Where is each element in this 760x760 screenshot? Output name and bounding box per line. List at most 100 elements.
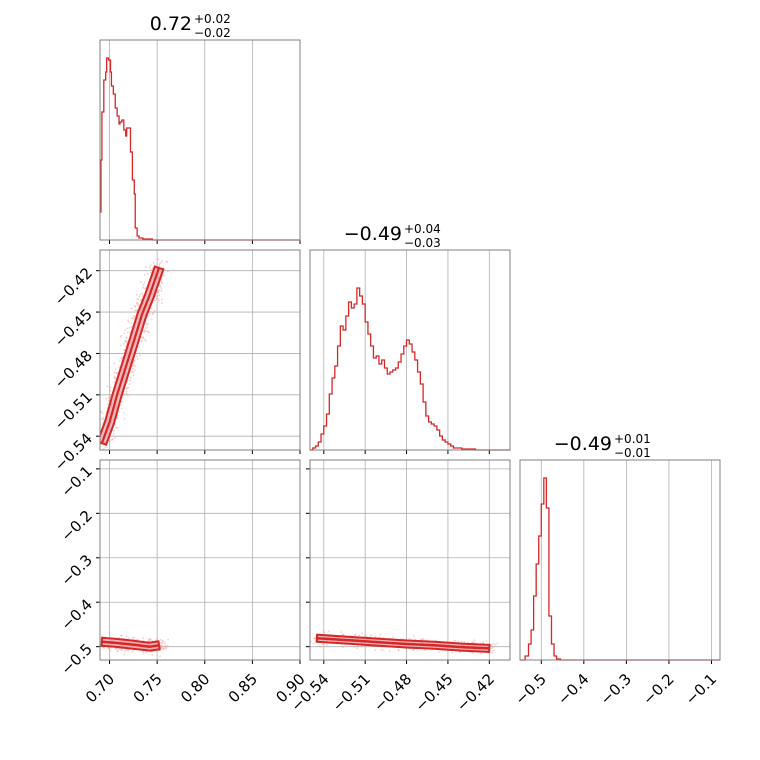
histogram-step-line (520, 477, 720, 661)
scatter-point (353, 646, 355, 648)
scatter-point (150, 307, 153, 310)
scatter-point (356, 647, 358, 650)
scatter-point (123, 348, 126, 351)
scatter-point (145, 323, 148, 326)
scatter-point (128, 649, 131, 651)
scatter-point (165, 646, 168, 649)
scatter-point (132, 374, 135, 377)
scatter-point (130, 307, 133, 310)
scatter-point (361, 632, 363, 635)
scatter-point (144, 265, 147, 268)
scatter-point (118, 410, 120, 413)
scatter-point (116, 426, 119, 429)
scatter-point (108, 439, 111, 442)
scatter-point (120, 344, 122, 347)
scatter-point (438, 651, 440, 654)
hist-param-1-frame (99, 39, 301, 241)
scatter-point (131, 365, 134, 367)
scatter-point (156, 637, 159, 640)
scatter-point (162, 645, 165, 648)
scatter-point (147, 323, 150, 325)
hist-param-2: −0.49 +0.04−0.03 (309, 222, 511, 454)
scatter-point (106, 403, 109, 405)
scatter-point (120, 407, 123, 410)
scatter-point (160, 289, 163, 292)
scatter-point (142, 286, 144, 289)
scatter-point (138, 295, 141, 298)
scatter-point (358, 634, 361, 637)
scatter-point (313, 637, 316, 640)
scatter-point (127, 331, 129, 334)
scatter-point (490, 650, 493, 653)
panel-title-value: 0.72 (150, 13, 192, 35)
scatter-point (108, 441, 111, 443)
scatter-point (132, 371, 135, 374)
scatter-point (117, 366, 120, 368)
scatter-point (155, 297, 158, 300)
scatter-point (124, 649, 126, 652)
scatter-point (151, 639, 154, 642)
scatter-point (127, 321, 130, 323)
scatter-point (107, 396, 110, 399)
scatter-point (379, 633, 382, 636)
scatter-point (130, 325, 133, 328)
scatter-point (161, 260, 164, 263)
scatter-point (161, 282, 163, 285)
scatter-point (141, 292, 143, 295)
scatter-point (473, 639, 476, 641)
scatter-point (137, 346, 140, 348)
scatter-point (129, 376, 132, 379)
scatter-point (363, 635, 366, 637)
scatter-point (132, 636, 135, 639)
scatter-point (160, 280, 163, 283)
scatter-point (149, 271, 152, 274)
scatter-point (164, 642, 167, 645)
scatter-point (126, 327, 128, 330)
panel-title-minus-error: −0.01 (614, 446, 651, 460)
scatter-point (374, 635, 377, 638)
scatter-point (492, 646, 494, 649)
joint-param-1-vs-param-2-frame (99, 249, 301, 451)
scatter-point (127, 394, 130, 396)
scatter-point (141, 294, 144, 296)
scatter-point (312, 642, 315, 645)
histogram-step-line (310, 287, 510, 451)
scatter-point (158, 263, 161, 266)
scatter-point (119, 360, 121, 362)
scatter-point (143, 338, 146, 341)
panel-title-plus-error: +0.02 (194, 12, 231, 26)
joint-param-2-vs-param-3-frame (309, 459, 511, 661)
scatter-point (400, 637, 403, 640)
scatter-point (133, 364, 136, 366)
scatter-point (113, 429, 116, 432)
scatter-point (453, 639, 455, 642)
scatter-point (150, 318, 153, 321)
scatter-point (125, 336, 128, 339)
scatter-point (160, 278, 163, 280)
scatter-point (162, 641, 165, 643)
scatter-point (496, 642, 499, 645)
scatter-point (380, 649, 383, 651)
scatter-point (354, 634, 357, 636)
scatter-point (162, 648, 164, 650)
scatter-point (120, 649, 123, 652)
scatter-point (454, 639, 457, 642)
scatter-point (357, 645, 360, 648)
scatter-point (321, 643, 324, 646)
scatter-point (422, 638, 425, 640)
scatter-point (424, 649, 426, 652)
histogram-step-line (100, 57, 300, 241)
scatter-point (118, 648, 121, 650)
joint-plot-area (100, 258, 169, 450)
scatter-point (134, 365, 137, 368)
scatter-point (145, 651, 148, 654)
scatter-point (140, 281, 143, 284)
scatter-point (108, 393, 111, 395)
scatter-point (365, 635, 368, 638)
scatter-point (145, 330, 148, 333)
scatter-point (113, 377, 116, 379)
scatter-point (166, 260, 169, 263)
panel-title-plus-error: +0.01 (614, 432, 651, 446)
scatter-point (421, 638, 424, 640)
scatter-point (144, 327, 147, 330)
